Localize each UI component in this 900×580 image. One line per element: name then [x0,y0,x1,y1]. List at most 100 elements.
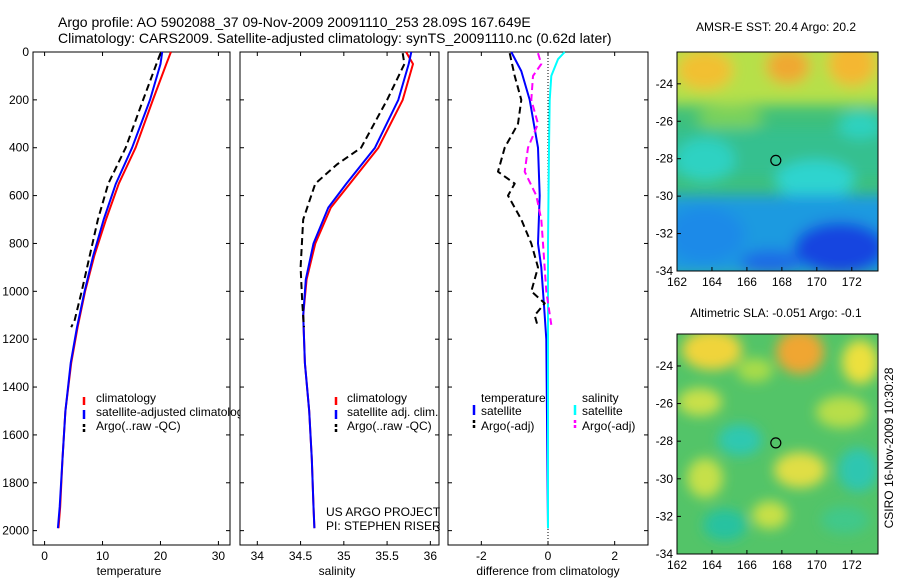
map-y-tick-label: -30 [656,189,674,203]
legend-label-climatology: climatology [347,391,407,405]
sst-map-panel: AMSR-E SST: 20.4 Argo: 20.2 162 164 166 168… [656,20,879,289]
sla-rise-4 [774,452,826,488]
sst-argo-location-marker [770,154,782,166]
map-y-tick-label: -34 [656,264,674,278]
y-tick-label: 1000 [2,284,29,298]
series-line-argo-raw-qc [299,53,406,328]
map-x-tick-label: 170 [807,558,827,572]
legend-label-argo: Argo(..raw -QC) [347,419,432,433]
map-x-tick-label: 172 [842,275,862,289]
map-y-tick-label: -34 [656,547,674,561]
legend-header-temperature: temperature [481,391,546,405]
legend-label-temp-argo: Argo(-adj) [481,419,534,433]
y-tick-label: 0 [22,45,29,59]
map-x-tick-label: 164 [702,275,722,289]
legend-label-temp-satellite: satellite [481,404,522,418]
sst-front [696,106,764,130]
difference-xlabel: difference from climatology [476,564,619,578]
series-line-salinity-satellite [547,51,566,529]
x-tick-label: 36 [424,549,438,563]
sst-cool-west [677,138,735,182]
sla-rise-1 [737,358,773,382]
map-y-tick-label: -24 [656,77,674,91]
sla-low-4 [821,506,869,534]
x-tick-label: 20 [154,549,168,563]
map-y-tick-label: -26 [656,114,674,128]
salinity-series [299,51,414,529]
temperature-axes-frame [32,51,231,546]
series-line-salinity-argo-adj [523,52,553,325]
temperature-legend: climatology satellite-adjusted climatolo… [82,391,249,433]
y-tick-label: 1200 [2,332,29,346]
project-name: US ARGO PROJECT [326,505,441,519]
map-x-tick-label: 166 [737,275,757,289]
project-pi: PI: STEPHEN RISER [326,519,441,533]
y-tick-label: 400 [9,141,29,155]
sla-high-northwest [682,334,742,370]
legend-label-sal-satellite: satellite [582,404,623,418]
sst-map-frame [676,51,879,272]
y-tick-label: 1600 [2,428,29,442]
sla-map-ticks: 162 164 166 168 170 172 -24 -26 -28 -30 -32 -34 [656,359,862,572]
y-tick-label: 800 [9,236,29,250]
map-y-tick-label: -32 [656,509,674,523]
difference-ticks: -2 0 2 [448,51,648,563]
map-x-tick-label: 170 [807,275,827,289]
y-tick-label: 1800 [2,476,29,490]
sst-cold-south [740,250,800,271]
sla-low-1 [718,424,762,456]
map-x-tick-label: 162 [667,558,687,572]
sst-warm-west [677,52,733,90]
y-tick-label: 600 [9,189,29,203]
series-line-argo-raw-qc [70,52,162,328]
map-y-tick-label: -26 [656,397,674,411]
sla-map-frame [676,333,879,555]
x-tick-label: 35.5 [375,549,399,563]
legend-label-argo: Argo(..raw -QC) [96,419,181,433]
map-y-tick-label: -30 [656,472,674,486]
salinity-legend: climatology satellite adj. clim. Argo(..… [334,391,438,433]
temperature-xlabel: temperature [97,564,162,578]
difference-legend: temperature satellite Argo(-adj) salinit… [472,391,635,433]
difference-panel: -2 0 2 difference from climatology tempera… [447,51,649,578]
sla-field-blobs [678,334,878,541]
difference-series [497,51,566,529]
temperature-panel: 0 10 20 30 0 200 400 600 800 1000 1200 1400 1600 1800… [2,45,249,578]
map-x-tick-label: 166 [737,558,757,572]
map-x-tick-label: 168 [772,275,792,289]
map-y-tick-label: -32 [656,227,674,241]
x-tick-label: 0 [545,549,552,563]
sla-low-3 [703,509,747,541]
sst-warm-east [828,52,876,86]
sst-map-title: AMSR-E SST: 20.4 Argo: 20.2 [696,20,856,34]
salinity-panel: 34 34.5 35 35.5 36 salinity climatology sate… [239,51,441,578]
legend-header-salinity: salinity [582,391,619,405]
series-line-satellite-adjusted-climatology [56,51,164,529]
sla-heatmap [677,334,878,554]
figure-title-line2: Climatology: CARS2009. Satellite-adjuste… [58,30,612,46]
x-tick-label: 10 [96,549,110,563]
sst-cool-east [838,111,878,139]
map-y-tick-label: -28 [656,152,674,166]
series-line-satellite-adj-clim [302,51,413,529]
x-tick-label: 34 [251,549,265,563]
x-tick-label: 2 [611,549,618,563]
sla-map-title: Altimetric SLA: -0.051 Argo: -0.1 [690,306,862,320]
salinity-axes-frame [239,51,440,546]
x-tick-label: -2 [476,549,487,563]
sst-cold-east [794,222,878,271]
map-x-tick-label: 172 [842,558,862,572]
sla-rise-6 [752,501,788,529]
sla-rise-2 [678,388,722,416]
x-tick-label: 0 [41,549,48,563]
x-tick-label: 34.5 [289,549,313,563]
map-x-tick-label: 164 [702,558,722,572]
series-line-temperature-satellite [510,51,549,529]
temperature-ticks: 0 10 20 30 0 200 400 600 800 1000 1200 1400 1600 1800… [2,45,230,563]
sst-heatmap [677,52,878,271]
salinity-xlabel: salinity [319,564,356,578]
legend-label-sal-argo: Argo(-adj) [582,419,635,433]
sst-map-ticks: 162 164 166 168 170 172 -24 -26 -28 -30 -32 -34 [656,77,862,289]
sla-argo-location-marker [770,437,782,449]
